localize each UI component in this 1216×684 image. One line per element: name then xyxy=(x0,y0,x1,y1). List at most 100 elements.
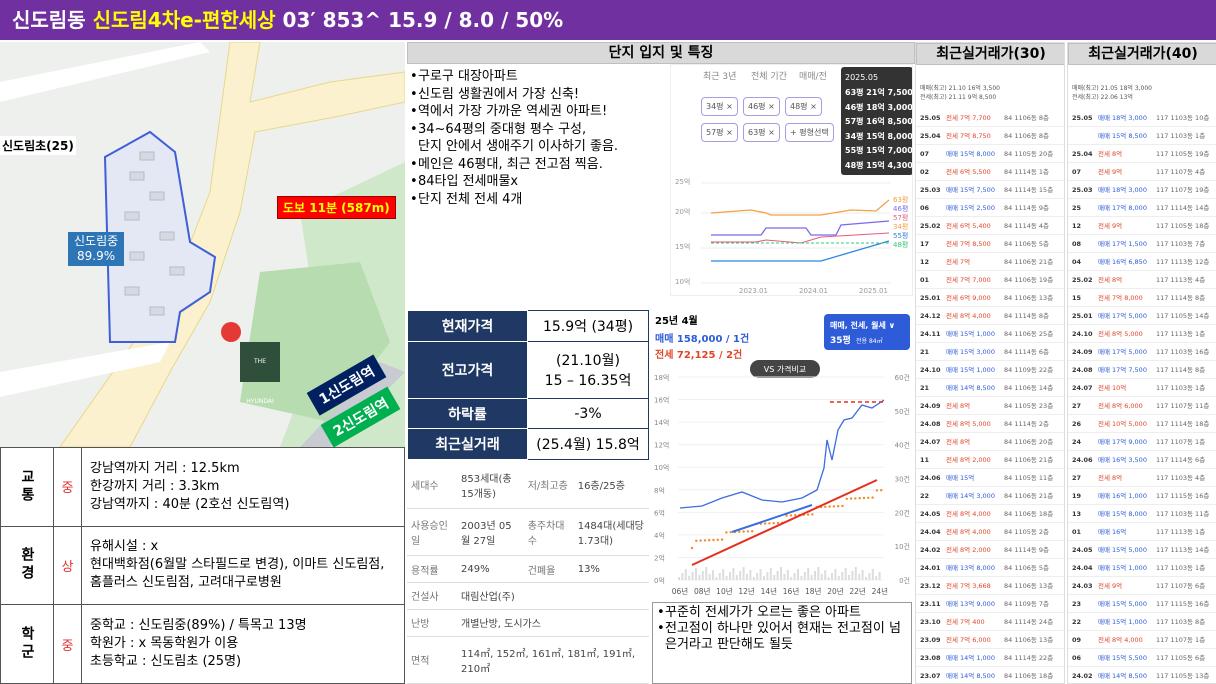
trade-price: 전세 7억 8,000 xyxy=(1098,294,1143,302)
trade-price: 전세 8억 2,000 xyxy=(946,456,991,464)
trade-detail: 84 1114동 15층 xyxy=(1004,186,1054,194)
trade-row: 15 전세 7억 8,000 117 1114동 8층 xyxy=(1068,289,1216,307)
description: 강남역까지 거리 : 12.5km 한강까지 거리 : 3.3km 강남역까지 : … xyxy=(81,447,405,527)
trade-row: 25.04 전세 8억 117 1105동 19층 xyxy=(1068,145,1216,163)
legend-item: 34평 xyxy=(893,223,909,231)
info-row: 세대수 853세대(총15개동) 저/최고층 16층/25층 xyxy=(407,462,649,509)
trade-date: 25.01 xyxy=(920,294,941,302)
trade-detail: 117 1115동 16층 xyxy=(1156,492,1210,500)
feature-item: • 신도림 생활권에서 가장 신축! xyxy=(410,86,670,104)
trade-chart: 25년 4월 매매 158,000 / 1건 전세 72,125 / 2건 매매, 전… xyxy=(652,310,912,600)
trade-price: 매매 15억 7,500 xyxy=(946,186,995,194)
trade-detail: 117 1105동 14층 xyxy=(1156,312,1210,320)
trade-row: 25.04 전세 7억 8,750 84 1106동 8층 xyxy=(916,127,1064,145)
trade-row: 25.01 전세 6억 9,000 84 1106동 13층 xyxy=(916,289,1064,307)
trade-price: 전세 8억 2,000 xyxy=(946,546,991,554)
trade-row: 24.06 매매 16억 3,500 117 1114동 6층 xyxy=(1068,451,1216,469)
feature-list: • 구로구 대장아파트 • 신도림 생활권에서 가장 신축! • 역에서 가장 가까운 역… xyxy=(410,68,670,208)
jeonse-dot xyxy=(712,538,715,542)
trade-date: 24.10 xyxy=(920,366,941,374)
volume-bar xyxy=(820,574,823,580)
price-label: 하락률 xyxy=(407,397,528,430)
y-tick-label: 4억 xyxy=(654,532,665,540)
feature-item: • 역에서 가장 가까운 역세권 아파트! xyxy=(410,103,670,121)
feature-item: • 메인은 46평대, 최근 전고점 찍음. xyxy=(410,156,670,174)
trade-date: 02 xyxy=(920,168,930,176)
trade-detail: 84 1105동 11층 xyxy=(1004,474,1054,482)
trade-date: 23.09 xyxy=(920,636,941,644)
volume-bar xyxy=(684,569,687,580)
trade-row: 25.05 매매 18억 3,000 117 1103동 10층 xyxy=(1068,109,1216,127)
volume-bar xyxy=(827,577,830,580)
trade-detail: 84 1106동 18층 xyxy=(1004,672,1054,680)
jeonse-dot xyxy=(832,505,836,508)
trade-detail: 117 1103동 7층 xyxy=(1156,240,1206,248)
volume-bar xyxy=(810,575,813,580)
volume-bar xyxy=(834,569,837,580)
volume-bar xyxy=(824,570,827,580)
trade-date: 25.02 xyxy=(920,222,941,230)
trade-price: 전세 8억 xyxy=(1098,474,1123,482)
x-tick-label: 16년 xyxy=(783,586,800,596)
trade-row: 19 매매 16억 1,000 117 1115동 16층 xyxy=(1068,487,1216,505)
trade-detail: 84 1114동 8층 xyxy=(1004,312,1050,320)
trade-row: 24.07 전세 8억 84 1106동 20층 xyxy=(916,433,1064,451)
trade-price: 매매 17억 7,500 xyxy=(1098,366,1147,374)
info-value: 114㎡, 152㎡, 161㎡, 181㎡, 191㎡, 210㎡ xyxy=(457,636,649,684)
trade-detail: 84 1106동 5층 xyxy=(1004,240,1050,248)
info-row: 용적률 249% 건폐율 13% xyxy=(407,555,649,583)
trade-detail: 84 1106동 18층 xyxy=(1004,510,1054,518)
bullet: • xyxy=(410,86,418,102)
volume-bar xyxy=(848,575,850,580)
jeonse-dot xyxy=(845,497,848,500)
volume-bar xyxy=(742,567,745,580)
price-label: 전고가격 xyxy=(407,340,528,399)
trade-date: 24.06 xyxy=(920,474,941,482)
volume-bar xyxy=(766,572,769,580)
feature-item: • 84타입 전세매물x xyxy=(410,173,670,191)
bullet: • xyxy=(657,621,665,636)
trade-detail: 84 1114동 6층 xyxy=(1004,348,1050,356)
trade-price: 매매 15억 8,000 xyxy=(946,150,995,158)
jeonse-dot xyxy=(725,531,728,534)
volume-bar xyxy=(780,567,782,580)
y2-tick-label: 0건 xyxy=(899,576,910,585)
x-tick-label: 24년 xyxy=(872,586,889,596)
jeonse-dot xyxy=(708,539,711,542)
x-tick-label: 22년 xyxy=(849,586,866,596)
volume-bar xyxy=(763,576,765,580)
jeonse-dot xyxy=(746,530,750,533)
trade-row: 04 매매 16억 6,850 117 1113동 12층 xyxy=(1068,253,1216,271)
trade-price: 매매 15억 5,000 xyxy=(1098,600,1147,608)
info-value: 2003년 05월 27일 xyxy=(457,508,524,557)
region: 신도림동 xyxy=(12,8,86,32)
trade-detail: 84 1114동 2층 xyxy=(1004,420,1050,428)
jeonse-dot xyxy=(854,497,857,500)
trade-date: 24.05 xyxy=(920,510,941,518)
trade-row: 21 매매 15억 3,000 84 1114동 6층 xyxy=(916,343,1064,361)
feature-text: 34~64평의 중대형 평수 구성, 단지 안에서 생애주기 이사하기 좋음. xyxy=(418,121,619,155)
chip: 34평 × xyxy=(701,97,738,116)
info-key: 면적 xyxy=(407,636,457,684)
trade-price: 매매 16억 xyxy=(1098,528,1127,536)
jeonse-dot xyxy=(716,538,719,541)
trade-price: 매매 15억 3,000 xyxy=(946,348,995,356)
y-tick-label: 10억 xyxy=(654,464,669,472)
volume-bar xyxy=(695,568,697,580)
grade: 상 xyxy=(53,525,82,606)
y-tick-label: 12억 xyxy=(654,442,669,450)
trade-detail: 84 1105동 2층 xyxy=(1004,528,1050,536)
location-row: 환경 상 유해시설 : x 현대백화점(6월말 스타필드로 변경), 이마트 신도림점… xyxy=(0,525,405,606)
chart-filter: 매매, 전세, 월세 ∨ xyxy=(830,320,895,330)
map: 신도림초(25) 신도림중 89.9% 도보 11분 (587m) THE HY… xyxy=(0,42,405,447)
jeonse-dot xyxy=(738,530,741,533)
x-tick-label: 2023.01 xyxy=(739,287,768,295)
volume-bar xyxy=(698,575,701,580)
jeonse-dot xyxy=(703,539,707,542)
description-line: 한강까지 거리 : 3.3km xyxy=(90,478,220,494)
x-tick-label: 2024.01 xyxy=(799,287,828,295)
trade-date: 25.01 xyxy=(1072,312,1093,320)
trade-row: 06 매매 15억 2,500 84 1114동 9층 xyxy=(916,199,1064,217)
info-key: 사용승인일 xyxy=(407,508,457,557)
trade-date: 23.08 xyxy=(920,654,941,662)
